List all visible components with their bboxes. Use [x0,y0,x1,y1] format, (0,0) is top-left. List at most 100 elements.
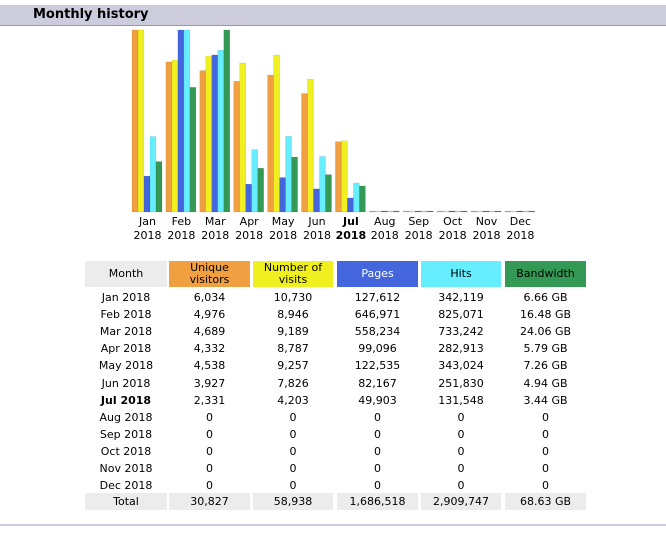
table-total: Total [85,493,167,510]
chart [131,29,536,213]
table-cell: 825,071 [438,308,484,322]
x-tick-label: Sep 2018 [404,215,433,242]
table-cell: 9,257 [277,359,309,373]
bar [251,149,258,213]
table-cell: 6.66 GB [523,291,568,304]
bar [177,29,185,213]
table-total: 1,686,518 [337,493,418,510]
bar [528,210,536,213]
table-header: Unique visitors [169,261,250,287]
table-cell: Oct 2018 [100,444,152,458]
bar [301,93,308,213]
bar [143,175,151,213]
bar [165,61,173,213]
bar [307,79,314,213]
bar [504,210,512,213]
table-cell: 8,946 [277,308,309,322]
x-tick-label: Nov 2018 [472,215,501,242]
table-cell: 0 [289,410,297,424]
table-total: 30,827 [169,493,250,510]
bar [223,29,231,213]
bar [375,210,382,213]
table-cell: 0 [289,427,297,441]
table-cell: 558,234 [354,325,401,339]
bar [279,177,286,213]
table-cell: 0 [374,479,381,493]
table-cell: 0 [542,462,549,475]
table-cell: 251,830 [438,376,484,390]
table-cell: 0 [542,410,549,424]
table-cell: 3,927 [193,376,226,390]
bar [408,210,416,213]
table-header: Month [85,261,167,287]
table-cell: 0 [206,462,213,475]
table-cell: 0 [374,410,381,424]
bar [448,210,456,213]
x-tick-label: Aug 2018 [370,215,399,242]
bar [522,210,530,213]
table-cell: 6,034 [193,291,226,304]
table-cell: 0 [542,427,549,441]
table-cell: May 2018 [98,359,154,373]
table-cell: 282,913 [438,342,484,356]
table-cell: 342,119 [438,291,484,304]
x-tick-label: Jun 2018 [303,215,331,242]
table-cell: 0 [289,444,297,458]
table-cell: 4.94 GB [523,376,568,390]
bar [183,29,191,213]
x-tick-label: Apr 2018 [235,215,264,242]
bar [131,29,139,213]
bar [359,185,366,213]
table-cell: 82,167 [358,376,397,390]
table-cell: Feb 2018 [100,308,152,322]
bar [217,50,225,213]
x-tick-label: May 2018 [269,215,298,242]
table-cell: 0 [457,444,465,458]
x-tick-label: Oct 2018 [438,215,467,242]
bar [482,210,490,213]
table-cell: 0 [289,462,297,475]
table-cell: 131,548 [438,393,484,407]
table-total: 58,938 [253,493,333,510]
bar [239,62,246,213]
bar [420,210,428,213]
table-cell: 8,787 [277,342,309,356]
table-cell: 343,024 [438,359,484,373]
bar [335,141,342,213]
bar [211,54,219,213]
table-cell: 0 [457,427,465,441]
bar [369,210,376,213]
table-total: 68.63 GB [505,493,586,510]
table-cell: 733,242 [438,325,484,339]
table-cell: 0 [457,462,465,475]
footer-rule [0,524,666,526]
bar [199,70,207,213]
bar [313,188,320,213]
bar [488,210,496,213]
table-cell: Jul 2018 [100,393,152,407]
bar [436,210,444,213]
x-tick-label: Feb 2018 [167,215,196,242]
table-cell: Dec 2018 [99,479,153,493]
table-cell: 3.44 GB [523,393,568,407]
bar [267,74,274,213]
table-cell: 4,976 [193,308,226,322]
bar [233,81,240,213]
table-cell: Sep 2018 [99,427,153,441]
table-cell: 0 [206,444,213,458]
bar [402,210,410,213]
bar [341,140,348,213]
bar [319,156,326,213]
x-tick-label: Jul 2018 [335,215,367,242]
table-cell: 127,612 [354,291,401,304]
bar [291,156,298,213]
table-cell: 9,189 [277,325,309,339]
table-cell: 0 [457,479,465,493]
bar [347,197,354,213]
bar [245,183,252,213]
table-cell: 122,535 [354,359,401,373]
table-cell: 10,730 [273,291,313,304]
bar [460,210,468,213]
x-tick-label: Jan 2018 [133,215,162,242]
x-tick-label: Mar 2018 [201,215,230,242]
